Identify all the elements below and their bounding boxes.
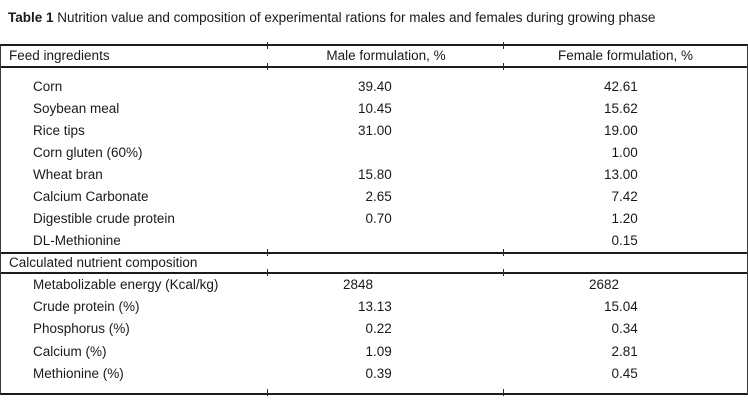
row-label: Corn gluten (60%)	[33, 145, 143, 160]
feed-ingredients-section: Corn 39.40 42.61 Soybean meal 10.45 15.62 Rice…	[1, 68, 747, 252]
female-value: 13.00	[603, 167, 638, 182]
rule-tick	[503, 269, 504, 276]
female-value: 1.20	[611, 211, 638, 226]
male-value: 1.09	[365, 343, 392, 359]
female-value: 0.34	[611, 321, 638, 337]
female-value-cell: 13.00	[504, 164, 747, 186]
female-value: 15.04	[603, 299, 638, 315]
female-value: 2682	[588, 277, 619, 292]
male-value-cell: 0.70	[268, 208, 504, 230]
female-value: 19.00	[603, 123, 638, 138]
female-value-cell: 0.15	[504, 230, 747, 252]
female-value-cell: 42.61	[504, 76, 747, 98]
table-row: Corn gluten (60%) 1.00	[1, 142, 747, 164]
female-value: 15.62	[603, 101, 638, 116]
male-value-cell: 1.09	[268, 341, 504, 363]
calculated-nutrient-section: Metabolizable energy (Kcal/kg) 2848 2682 Cr…	[1, 274, 747, 393]
section-header-calculated-nutrient-composition: Calculated nutrient composition	[1, 252, 747, 274]
column-header-male-formulation: Male formulation, %	[326, 48, 446, 63]
female-value: 7.42	[611, 189, 638, 204]
male-value-cell: 0.39	[268, 363, 504, 385]
female-value: 42.61	[603, 79, 638, 94]
table-row: Calcium (%) 1.09 2.81	[1, 341, 747, 363]
rule-tick	[267, 249, 268, 256]
row-label: Calcium (%)	[33, 343, 107, 359]
male-value-cell: 2848	[268, 274, 504, 296]
male-value-cell: 0.22	[268, 318, 504, 340]
row-label: Methionine (%)	[33, 365, 124, 381]
female-value-cell: 0.34	[504, 318, 747, 340]
table-row: Metabolizable energy (Kcal/kg) 2848 2682	[1, 274, 747, 296]
table-row: Rice tips 31.00 19.00	[1, 120, 747, 142]
female-value-cell: 15.62	[504, 98, 747, 120]
rule-tick	[267, 63, 268, 70]
table-row: Wheat bran 15.80 13.00	[1, 164, 747, 186]
male-value: 10.45	[357, 101, 392, 116]
male-value: 31.00	[357, 123, 392, 138]
rule-tick	[503, 249, 504, 256]
male-value-cell: 39.40	[268, 76, 504, 98]
female-value-cell: 2682	[504, 274, 747, 296]
female-value-cell: 0.45	[504, 363, 747, 385]
male-value-cell	[268, 142, 504, 164]
male-value-cell	[268, 230, 504, 252]
female-value-cell: 2.81	[504, 341, 747, 363]
column-header-female-formulation: Female formulation, %	[557, 48, 694, 63]
table-header-row: Feed ingredients Male formulation, % Fem…	[1, 46, 747, 68]
table-caption-text: Nutrition value and composition of exper…	[53, 10, 656, 25]
male-value-cell: 15.80	[268, 164, 504, 186]
male-value: 39.40	[357, 79, 392, 94]
rule-tick	[267, 389, 268, 396]
column-header-feed-ingredients: Feed ingredients	[9, 48, 110, 63]
male-value: 13.13	[357, 299, 392, 315]
row-label: Soybean meal	[33, 101, 120, 116]
male-value: 2.65	[365, 189, 392, 204]
male-value-cell: 31.00	[268, 120, 504, 142]
rule-tick	[267, 42, 268, 49]
table-row: Digestible crude protein 0.70 1.20	[1, 208, 747, 230]
rule-tick	[267, 269, 268, 276]
nutrition-table: Feed ingredients Male formulation, % Fem…	[0, 44, 748, 395]
table-caption-number: Table 1	[8, 10, 54, 25]
table-row: Phosphorus (%) 0.22 0.34	[1, 318, 747, 340]
male-value: 15.80	[357, 167, 392, 182]
rule-tick	[503, 42, 504, 49]
table-caption: Table 1 Nutrition value and composition …	[8, 9, 744, 26]
row-label: DL-Methionine	[33, 233, 121, 248]
female-value: 2.81	[611, 343, 638, 359]
female-value: 0.15	[611, 233, 638, 248]
table-row: Corn 39.40 42.61	[1, 76, 747, 98]
row-label: Wheat bran	[33, 167, 103, 182]
female-value: 0.45	[611, 365, 638, 381]
male-value: 2848	[342, 277, 373, 292]
row-label: Digestible crude protein	[33, 211, 175, 226]
table-row: Crude protein (%) 13.13 15.04	[1, 296, 747, 318]
male-value: 0.70	[365, 211, 392, 226]
female-value-cell: 1.00	[504, 142, 747, 164]
male-value-cell: 13.13	[268, 296, 504, 318]
table-row: DL-Methionine 0.15	[1, 230, 747, 252]
table-row: Methionine (%) 0.39 0.45	[1, 363, 747, 385]
row-label: Crude protein (%)	[33, 299, 140, 315]
table-row: Calcium Carbonate 2.65 7.42	[1, 186, 747, 208]
male-value-cell: 10.45	[268, 98, 504, 120]
female-value-cell: 7.42	[504, 186, 747, 208]
female-value: 1.00	[611, 145, 638, 160]
female-value-cell: 1.20	[504, 208, 747, 230]
row-label: Phosphorus (%)	[33, 321, 130, 337]
male-value-cell: 2.65	[268, 186, 504, 208]
row-label: Metabolizable energy (Kcal/kg)	[33, 277, 219, 292]
rule-tick	[503, 63, 504, 70]
row-label: Calcium Carbonate	[33, 189, 149, 204]
male-value: 0.22	[365, 321, 392, 337]
male-value: 0.39	[365, 365, 392, 381]
female-value-cell: 19.00	[504, 120, 747, 142]
table-row: Soybean meal 10.45 15.62	[1, 98, 747, 120]
row-label: Rice tips	[33, 123, 85, 138]
row-label: Corn	[33, 79, 63, 94]
female-value-cell: 15.04	[504, 296, 747, 318]
rule-tick	[503, 389, 504, 396]
